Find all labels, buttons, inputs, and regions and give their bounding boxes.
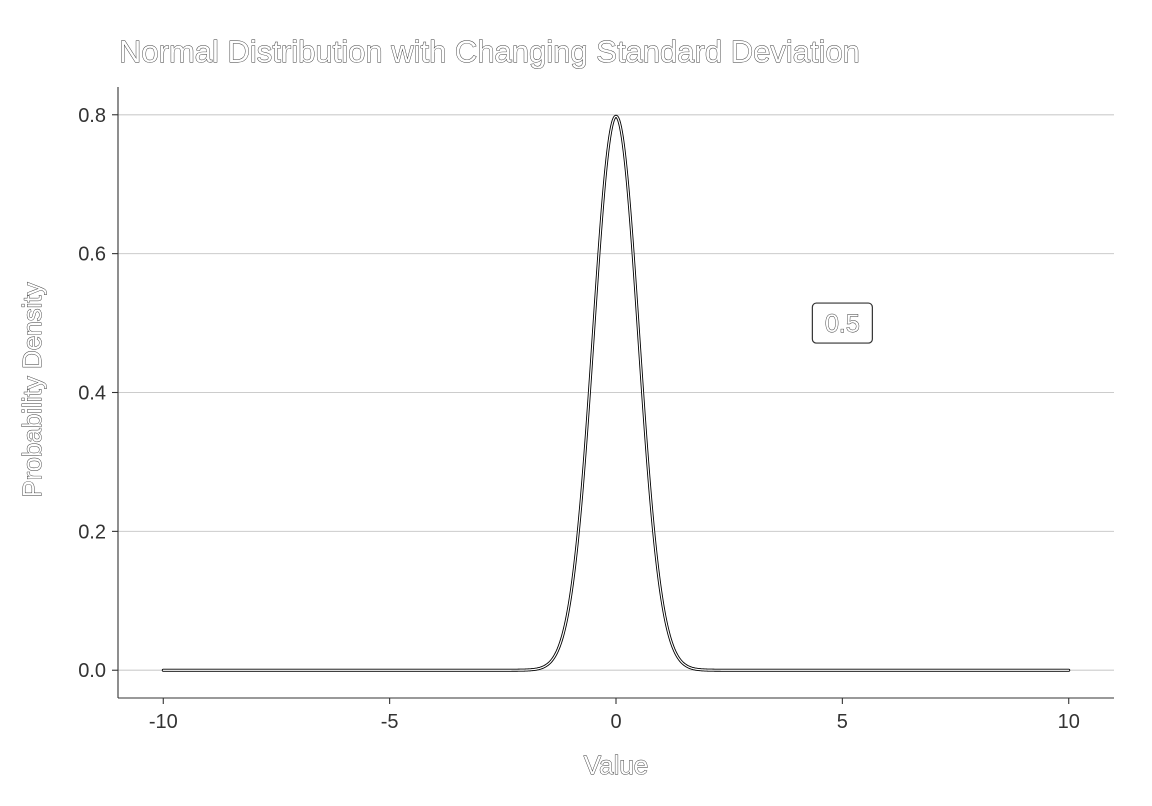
y-axis-ticks: 0.0 0.2 0.4 0.6 0.8	[78, 105, 118, 682]
series-layer	[161, 114, 1071, 672]
y-tick-label: 0.8	[78, 105, 106, 127]
y-tick-label: 0.4	[78, 383, 106, 405]
grid-lines	[118, 114, 1114, 671]
density-curve-outline	[161, 114, 1071, 672]
x-tick-label: 5	[837, 711, 848, 733]
x-axis-label: Value	[584, 750, 649, 780]
y-tick-label: 0.0	[78, 660, 106, 682]
x-tick-label: -5	[381, 711, 399, 733]
chart-title: Normal Distribution with Changing Standa…	[119, 34, 860, 69]
density-curve	[162, 115, 1070, 671]
y-axis-label: Probability Density	[17, 282, 47, 497]
y-tick-label: 0.2	[78, 521, 106, 543]
x-tick-label: 10	[1058, 711, 1080, 733]
x-tick-label: 0	[610, 711, 621, 733]
x-axis-ticks: -10 -5 0 5 10	[149, 698, 1080, 733]
annotation-box	[811, 302, 873, 344]
sd-annotation: 0.5	[811, 302, 873, 344]
annotation-label: 0.5	[825, 310, 860, 338]
y-tick-label: 0.6	[78, 244, 106, 266]
x-tick-label: -10	[149, 711, 178, 733]
